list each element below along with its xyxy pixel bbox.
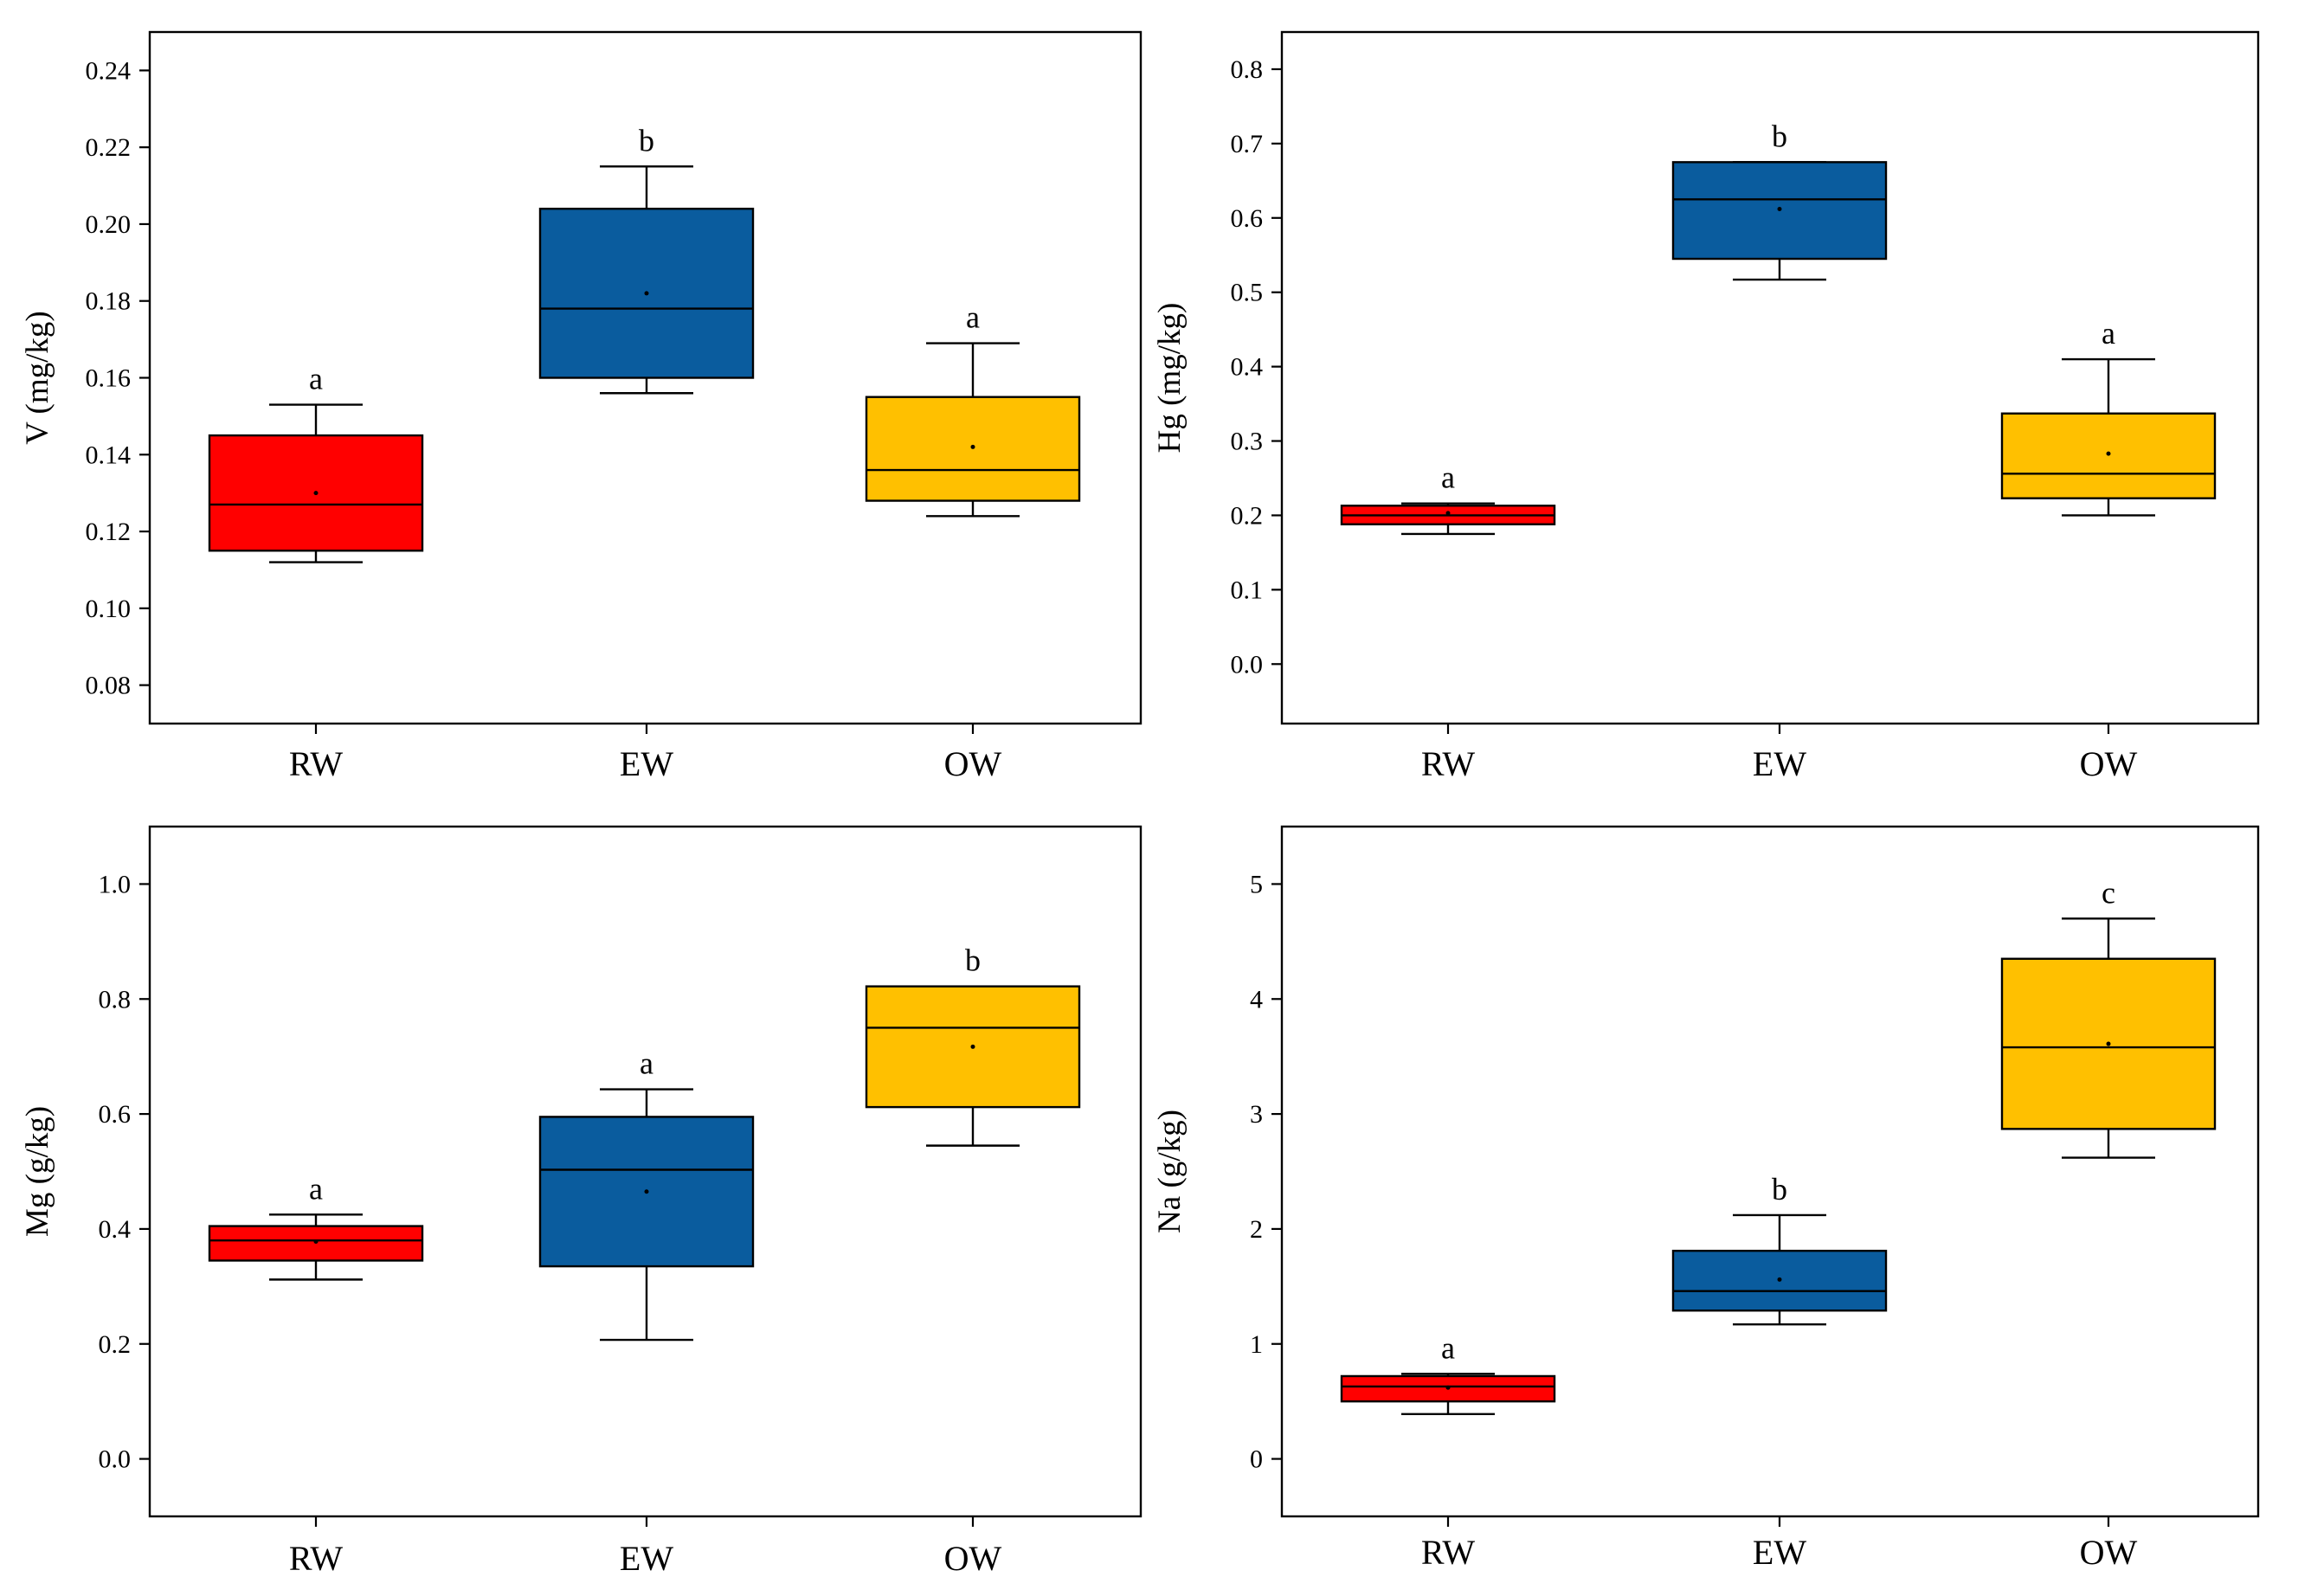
y-axis-title: Mg (g/kg) bbox=[20, 1106, 55, 1237]
x-category-label: EW bbox=[1753, 744, 1806, 783]
box-rw: a bbox=[208, 362, 424, 563]
box-rw: a bbox=[1340, 1330, 1556, 1415]
y-tick-label: 0.8 bbox=[1231, 55, 1264, 84]
box-ew: b bbox=[1671, 119, 1888, 281]
y-tick-label: 0.10 bbox=[86, 595, 132, 623]
y-tick-label: 0.12 bbox=[86, 518, 132, 546]
y-tick-label: 1.0 bbox=[99, 870, 132, 898]
mean-marker bbox=[970, 1044, 975, 1049]
box-ow: a bbox=[865, 300, 1081, 518]
y-axis-title: V (mg/kg) bbox=[20, 311, 55, 445]
box-ow: b bbox=[865, 943, 1081, 1147]
x-category-label: RW bbox=[1421, 1533, 1475, 1572]
y-tick-label: 3 bbox=[1250, 1100, 1263, 1129]
y-tick-label: 0.6 bbox=[1231, 204, 1264, 233]
y-axis-title: Hg (mg/kg) bbox=[1152, 303, 1188, 454]
box-ew: b bbox=[538, 123, 755, 395]
iqr-box bbox=[2000, 412, 2217, 499]
mean-marker bbox=[1445, 511, 1451, 516]
y-tick-label: 0.2 bbox=[1231, 501, 1264, 530]
y-tick-label: 0.3 bbox=[1231, 428, 1264, 456]
y-tick-label: 0.20 bbox=[86, 210, 132, 239]
y-tick-label: 0.0 bbox=[99, 1445, 132, 1474]
y-tick-label: 0.18 bbox=[86, 287, 132, 316]
y-tick-label: 0.22 bbox=[86, 133, 132, 162]
significance-letter: a bbox=[640, 1046, 653, 1081]
mean-marker bbox=[1777, 206, 1782, 211]
y-tick-label: 0.08 bbox=[86, 672, 132, 700]
box-ow: a bbox=[2000, 316, 2217, 517]
significance-letter: b bbox=[1772, 119, 1787, 153]
significance-letter: a bbox=[309, 1171, 323, 1206]
panel-na: 0 1 2 3 4 5 Na (g/kg) a RW b EW c OW bbox=[1152, 825, 2260, 1572]
mean-marker bbox=[2106, 1041, 2111, 1046]
significance-letter: b bbox=[639, 123, 654, 158]
y-tick-label: 0.0 bbox=[1231, 650, 1264, 679]
box-rw: a bbox=[208, 1171, 424, 1281]
y-tick-label: 0.14 bbox=[86, 441, 132, 469]
plot-frame bbox=[1280, 825, 2260, 1518]
significance-letter: c bbox=[2102, 875, 2115, 910]
x-category-label: RW bbox=[1421, 744, 1475, 783]
mean-marker bbox=[1777, 1277, 1782, 1282]
y-tick-label: 1 bbox=[1250, 1330, 1263, 1359]
x-category-label: OW bbox=[944, 744, 1002, 783]
y-tick-label: 0.8 bbox=[99, 985, 132, 1014]
plot-frame bbox=[148, 825, 1143, 1518]
significance-letter: a bbox=[2102, 316, 2115, 351]
y-tick-label: 0.24 bbox=[86, 56, 132, 85]
x-category-label: RW bbox=[289, 1539, 343, 1578]
significance-letter: a bbox=[1441, 460, 1455, 495]
plot-frame bbox=[1280, 30, 2260, 725]
y-tick-label: 0.7 bbox=[1231, 130, 1264, 158]
significance-letter: a bbox=[966, 300, 980, 335]
mean-marker bbox=[644, 291, 649, 296]
panel-v: 0.08 0.10 0.12 0.14 0.16 0.18 0.20 0.22 0.24 V (m… bbox=[20, 30, 1143, 783]
mean-marker bbox=[1445, 1385, 1451, 1390]
y-tick-label: 0.16 bbox=[86, 364, 132, 393]
x-category-label: OW bbox=[2080, 1533, 2138, 1572]
panel-hg: 0.0 0.1 0.2 0.3 0.4 0.5 0.6 0.7 0.8 Hg (mg/kg) a RW… bbox=[1152, 30, 2260, 783]
significance-letter: b bbox=[1772, 1172, 1787, 1207]
y-tick-label: 4 bbox=[1250, 985, 1263, 1014]
y-tick-label: 2 bbox=[1250, 1215, 1263, 1244]
x-category-label: EW bbox=[1753, 1533, 1806, 1572]
panel-mg: 0.0 0.2 0.4 0.6 0.8 1.0 Mg (g/kg) a RW a EW b OW bbox=[20, 825, 1143, 1578]
x-category-label: RW bbox=[289, 744, 343, 783]
box-ow: c bbox=[2000, 875, 2217, 1159]
mean-marker bbox=[313, 491, 319, 496]
y-tick-label: 5 bbox=[1250, 870, 1263, 898]
y-tick-label: 0.5 bbox=[1231, 279, 1264, 307]
significance-letter: a bbox=[309, 362, 323, 396]
box-ew: b bbox=[1671, 1172, 1888, 1326]
y-tick-label: 0 bbox=[1250, 1445, 1263, 1474]
x-category-label: OW bbox=[2080, 744, 2138, 783]
mean-marker bbox=[313, 1239, 319, 1245]
y-tick-label: 0.4 bbox=[99, 1215, 132, 1244]
y-tick-label: 0.1 bbox=[1231, 576, 1264, 604]
x-category-label: EW bbox=[620, 1539, 673, 1578]
box-ew: a bbox=[538, 1046, 755, 1342]
y-tick-label: 0.6 bbox=[99, 1100, 132, 1129]
significance-letter: b bbox=[965, 943, 981, 978]
mean-marker bbox=[970, 444, 975, 449]
y-tick-label: 0.2 bbox=[99, 1330, 132, 1359]
mean-marker bbox=[2106, 451, 2111, 456]
significance-letter: a bbox=[1441, 1330, 1455, 1365]
box-rw: a bbox=[1340, 460, 1556, 536]
y-axis-title: Na (g/kg) bbox=[1152, 1110, 1188, 1233]
y-tick-label: 0.4 bbox=[1231, 353, 1264, 382]
x-category-label: EW bbox=[620, 744, 673, 783]
mean-marker bbox=[644, 1189, 649, 1194]
x-category-label: OW bbox=[944, 1539, 1002, 1578]
